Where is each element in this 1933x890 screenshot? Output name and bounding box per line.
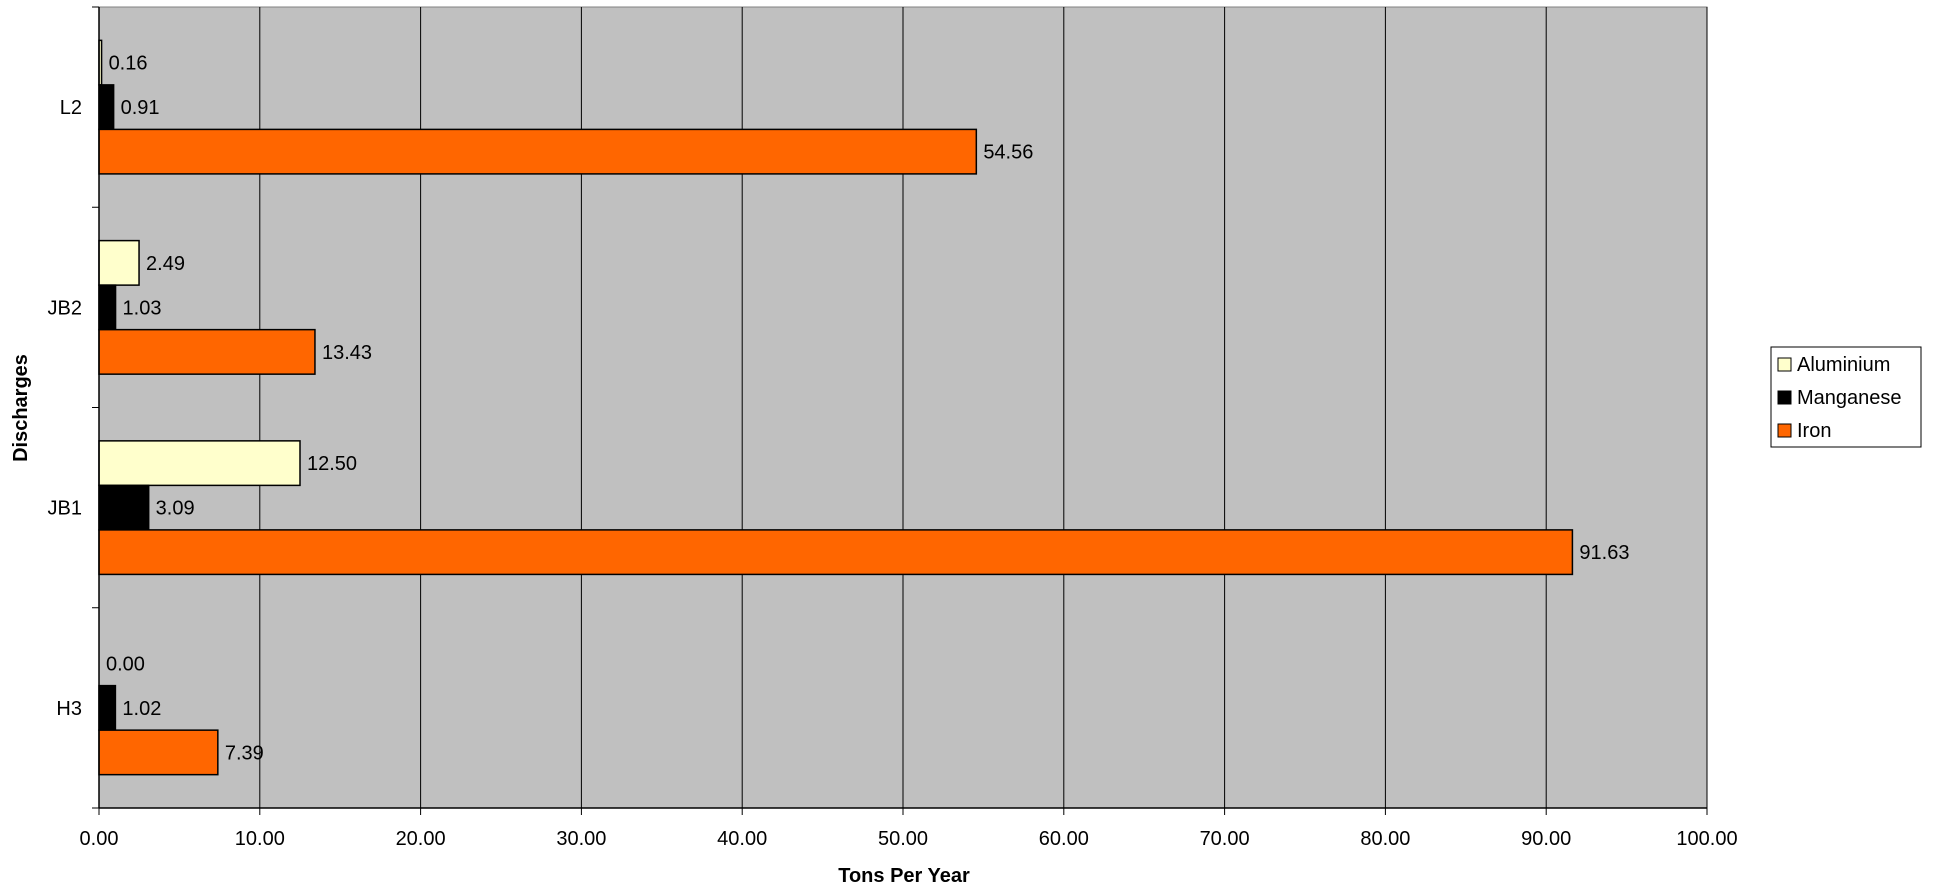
data-label-iron-jb2: 13.43 <box>322 342 372 364</box>
y-axis-title: Discharges <box>10 354 32 462</box>
bar-manganese-jb1 <box>98 484 150 531</box>
data-label-manganese-jb1: 3.09 <box>156 498 195 520</box>
y-category-label: L2 <box>60 97 82 119</box>
x-tick-label: 70.00 <box>1200 828 1250 850</box>
bar-iron-h3 <box>98 729 219 776</box>
legend-swatch-iron <box>1777 423 1792 438</box>
bar-aluminium-jb1 <box>98 440 301 487</box>
x-tick-label: 0.00 <box>80 828 119 850</box>
data-label-aluminium-l2: 0.16 <box>109 53 148 75</box>
y-category-label: H3 <box>56 698 82 720</box>
legend-label-manganese: Manganese <box>1797 387 1902 409</box>
bar-iron-l2 <box>98 128 978 175</box>
bar-manganese-jb2 <box>98 284 117 331</box>
legend-label-aluminium: Aluminium <box>1797 354 1890 376</box>
x-tick-label: 60.00 <box>1039 828 1089 850</box>
legend: Aluminium Manganese Iron <box>1770 346 1922 448</box>
legend-box <box>1770 346 1922 448</box>
bars <box>98 39 1574 776</box>
data-labels: 0.16 0.91 54.56 2.49 1.03 13.43 12.50 3.09 91.63… <box>106 53 1629 765</box>
x-tick-label: 90.00 <box>1521 828 1571 850</box>
data-label-manganese-l2: 0.91 <box>121 97 160 119</box>
legend-label-iron: Iron <box>1797 420 1831 442</box>
bar-iron-jb1 <box>98 529 1574 576</box>
bar-iron-jb2 <box>98 328 316 375</box>
axes: 0.00 10.00 20.00 30.00 40.00 50.00 60.00 70.00 8… <box>48 6 1738 850</box>
x-tick-label: 30.00 <box>556 828 606 850</box>
data-label-iron-h3: 7.39 <box>225 742 264 764</box>
bar-manganese-h3 <box>98 684 117 731</box>
x-tick-label: 50.00 <box>878 828 928 850</box>
bar-manganese-l2 <box>98 84 115 131</box>
x-tick-label: 40.00 <box>717 828 767 850</box>
legend-swatch-manganese <box>1777 390 1792 405</box>
legend-swatch-aluminium <box>1777 357 1792 372</box>
data-label-aluminium-jb2: 2.49 <box>146 253 185 275</box>
x-axis-title: Tons Per Year <box>838 865 970 887</box>
bar-aluminium-jb2 <box>98 239 140 286</box>
data-label-manganese-h3: 1.02 <box>122 698 161 720</box>
x-tick-label: 20.00 <box>396 828 446 850</box>
y-category-label: JB1 <box>48 498 82 520</box>
data-label-aluminium-h3: 0.00 <box>106 653 145 675</box>
x-tick-label: 10.00 <box>235 828 285 850</box>
data-label-iron-l2: 54.56 <box>983 142 1033 164</box>
data-label-iron-jb1: 91.63 <box>1579 542 1629 564</box>
data-label-manganese-jb2: 1.03 <box>123 297 162 319</box>
y-category-label: JB2 <box>48 297 82 319</box>
x-tick-label: 100.00 <box>1676 828 1737 850</box>
x-tick-label: 80.00 <box>1360 828 1410 850</box>
data-label-aluminium-jb1: 12.50 <box>307 453 357 475</box>
